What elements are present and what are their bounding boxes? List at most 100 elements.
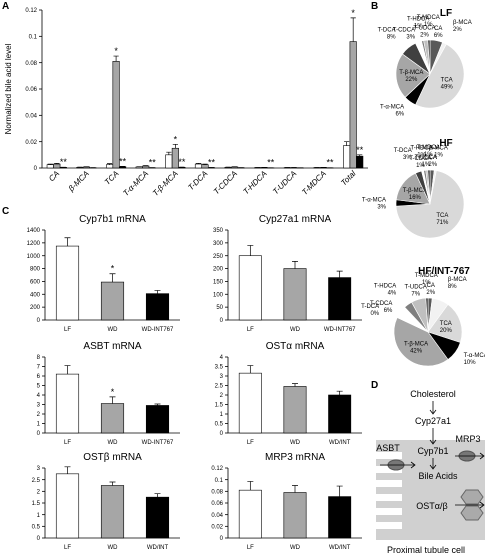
bar <box>238 489 262 539</box>
slice-label: T-CDCA <box>409 156 431 162</box>
significance: * <box>174 134 178 144</box>
y-tick-label: 1.5 <box>215 403 224 409</box>
slice-label: T-UDCA <box>413 25 435 31</box>
y-tick-label: 0.04 <box>211 513 223 519</box>
error-bar <box>172 143 178 149</box>
slice-label: T-β-MCA <box>404 341 428 347</box>
error-bar <box>247 481 254 491</box>
error-bar <box>195 163 202 165</box>
slice-label: T-HDCA <box>407 16 429 22</box>
error-bar <box>109 481 116 486</box>
slice-label: TCA <box>441 77 453 83</box>
x-tick-label: LF <box>247 545 254 551</box>
slice-value: 6% <box>384 308 393 314</box>
y-tick-label: 0 <box>220 536 224 542</box>
slice-label: T-MDCA <box>417 15 440 21</box>
bar <box>328 394 352 434</box>
y-tick-label: 0.02 <box>211 524 223 530</box>
brush-border <box>376 494 402 501</box>
error-bar <box>109 273 116 283</box>
panel-label: D <box>371 380 378 391</box>
slice-label: T-CDCA <box>370 301 392 307</box>
bar <box>178 167 186 169</box>
error-bar <box>350 17 356 42</box>
panel-label: B <box>371 1 378 12</box>
error-bar <box>64 237 71 247</box>
y-tick-label: 200 <box>213 267 224 273</box>
significance: * <box>351 8 355 18</box>
y-tick-label: 0.06 <box>211 501 223 507</box>
arrow <box>429 401 437 415</box>
arrow <box>380 461 416 469</box>
slice-value: 7% <box>411 292 420 298</box>
y-tick-label: 100 <box>213 292 224 298</box>
y-tick-label: 0.1 <box>29 34 38 40</box>
slice-value: 3% <box>377 205 386 211</box>
y-tick-label: 1.5 <box>32 501 41 507</box>
slice-value: 20% <box>440 328 453 334</box>
x-tick-label: WD <box>290 545 301 551</box>
slice-label: β-MCA <box>429 146 448 152</box>
slice-label: T-DCA <box>378 27 396 33</box>
slice-label: T-DCA <box>361 304 379 310</box>
y-tick-label: 2 <box>37 489 41 495</box>
x-tick-label: TCA <box>103 169 121 187</box>
slice-value: 49% <box>441 84 454 90</box>
arrow <box>429 428 437 445</box>
bar <box>238 372 262 434</box>
bar <box>46 164 54 169</box>
bar <box>82 166 91 169</box>
x-tick-label: WD-INT767 <box>142 327 174 333</box>
slice-value: 2% <box>420 32 429 38</box>
pie-slice <box>393 317 449 367</box>
slice-value: 2% <box>453 27 462 33</box>
slice-label: T-β-MCA <box>403 188 427 194</box>
x-tick-label: LF <box>247 440 254 446</box>
x-tick-label: T-MDCA <box>300 169 328 197</box>
slice-value: 8% <box>387 34 396 40</box>
error-bar <box>292 383 298 387</box>
bar <box>135 166 143 169</box>
brush-border <box>376 452 402 459</box>
y-tick-label: 3 <box>220 374 224 380</box>
bar <box>231 166 239 169</box>
y-tick-label: 0.1 <box>215 478 224 484</box>
slice-value: 1% <box>424 22 433 28</box>
error-bar <box>202 163 208 165</box>
slice-value: 6% <box>434 33 443 39</box>
significance: ** <box>267 158 275 168</box>
y-tick-label: 800 <box>30 267 41 273</box>
pie-slice <box>425 297 429 333</box>
arrow <box>455 452 485 460</box>
diagram-label: Proximal tubule cell <box>387 545 465 555</box>
chart-title: HF <box>439 138 452 149</box>
error-bar <box>344 141 350 146</box>
slice-label: β-MCA <box>453 20 472 26</box>
brush-border <box>376 480 402 487</box>
transporter <box>460 489 484 505</box>
error-bar <box>64 365 71 375</box>
y-tick-label: 0.02 <box>25 140 37 146</box>
x-tick-label: WD <box>108 440 119 446</box>
y-tick-label: 0.12 <box>25 8 37 14</box>
pie-slice <box>427 169 431 205</box>
slice-value: 1% <box>417 153 426 159</box>
diagram: Cholesterol Cyp27a1 Cyp7b1 Bile Acids AS… <box>376 389 485 555</box>
error-bar <box>106 163 113 165</box>
y-tick-label: 2.5 <box>215 384 224 390</box>
error-bar <box>336 270 343 278</box>
slice-label: T-MDCA <box>415 273 438 279</box>
bar <box>165 154 173 169</box>
slice-label: T-HDCA <box>410 146 432 152</box>
brush-border <box>376 508 402 515</box>
transporter <box>460 505 484 521</box>
slice-value: 3% <box>406 35 415 41</box>
panel-label: A <box>2 1 9 12</box>
x-tick-label: WD <box>108 545 119 551</box>
bar <box>100 485 125 539</box>
bar <box>238 255 262 321</box>
y-tick-label: 8 <box>37 355 41 361</box>
error-bar <box>357 154 363 157</box>
bar <box>145 405 170 434</box>
x-tick-label: WD/INT <box>329 440 351 446</box>
